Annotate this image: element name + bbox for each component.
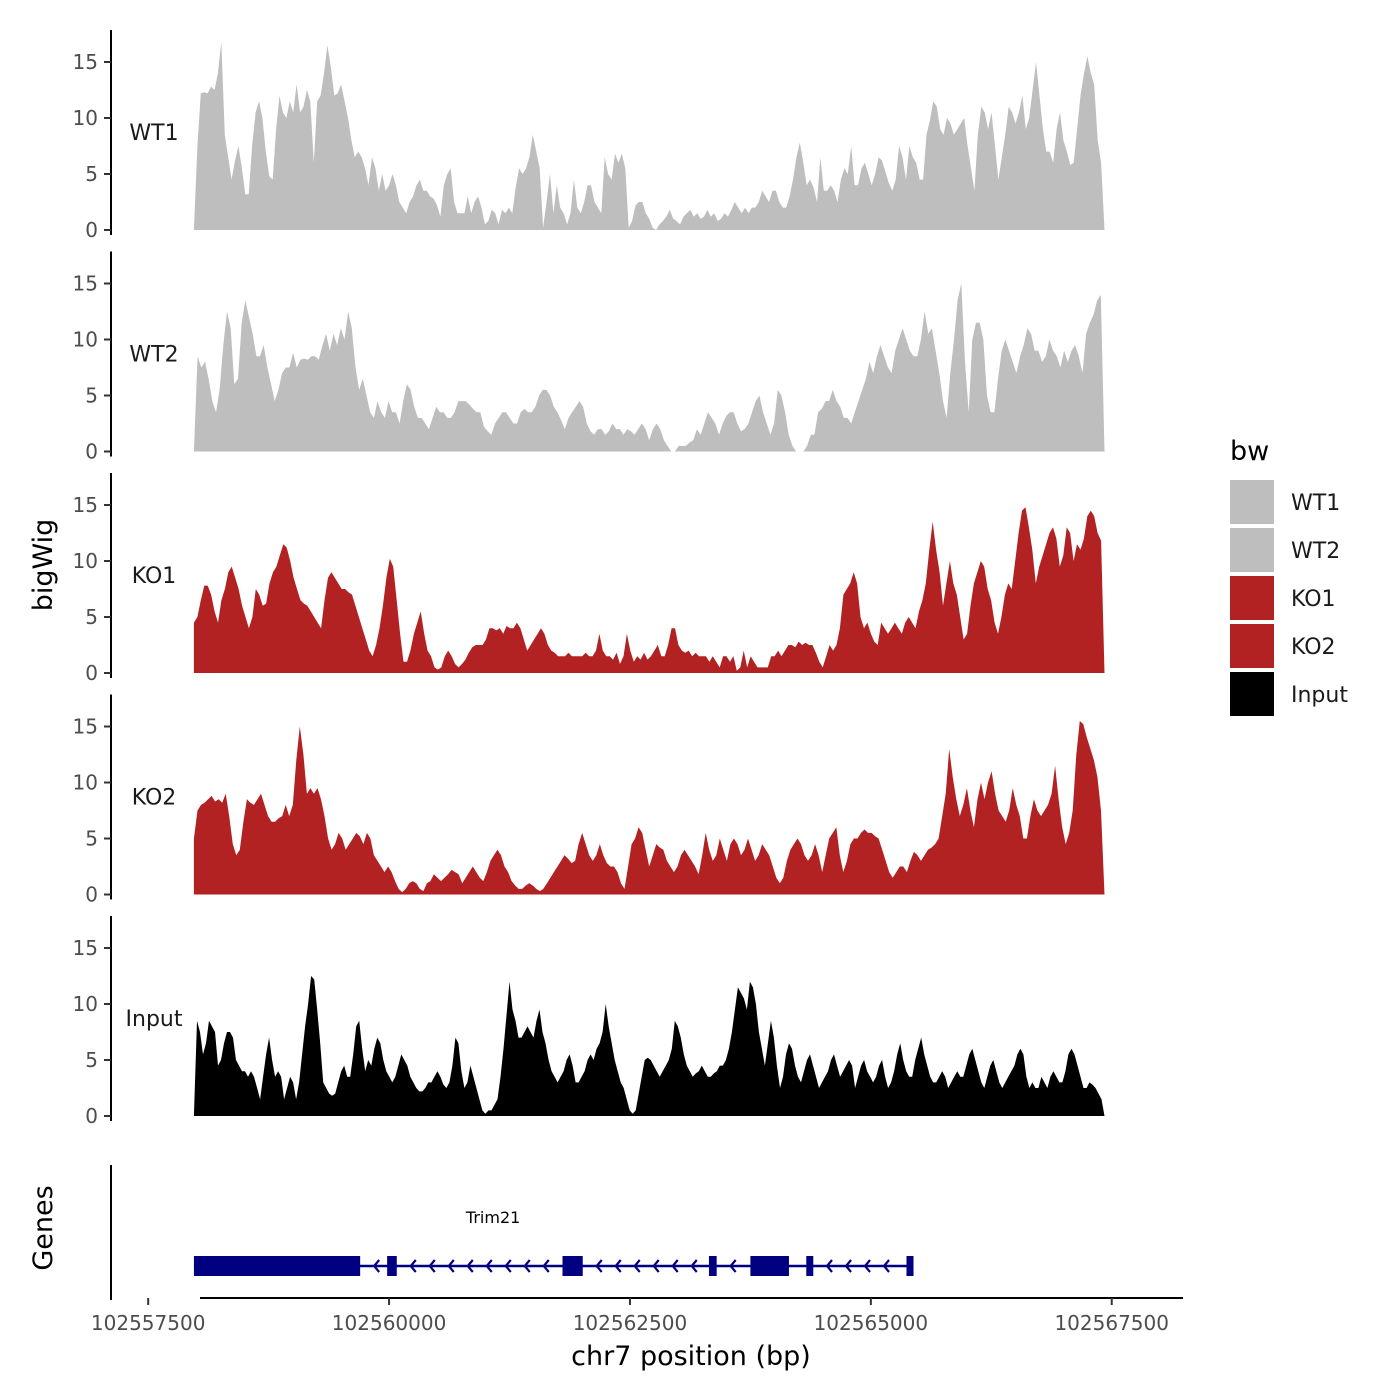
strand-arrow	[595, 1259, 603, 1273]
strand-arrow	[729, 1259, 737, 1273]
legend-key-ko2	[1230, 624, 1274, 668]
x-tick-label: 102560000	[332, 1311, 447, 1335]
gene-name-label: Trim21	[465, 1208, 520, 1227]
y-tick-label: 10	[73, 771, 98, 795]
legend-label-ko2: KO2	[1291, 635, 1336, 660]
coverage-area-ko2	[193, 720, 1105, 895]
strand-arrow	[844, 1259, 852, 1273]
gene-models: Trim21	[193, 1208, 914, 1276]
strand-arrow	[542, 1259, 550, 1273]
legend: bw WT1 WT2 KO1 KO2 Input	[1230, 436, 1348, 716]
strand-arrow	[614, 1259, 622, 1273]
coverage-area-wt1	[193, 41, 1105, 230]
y-tick-label: 0	[85, 440, 98, 464]
gene-exon	[750, 1256, 789, 1276]
y-tick-label: 5	[85, 1048, 98, 1072]
legend-key-wt1	[1230, 480, 1274, 524]
y-tick-label: 15	[73, 715, 98, 739]
strand-arrow	[447, 1259, 455, 1273]
x-tick-label: 102565000	[814, 1311, 929, 1335]
legend-title: bw	[1230, 436, 1269, 467]
x-axis: 102557500 102560000 102562500 102565000 1025…	[91, 1297, 1183, 1335]
gene-exon	[562, 1256, 583, 1276]
y-tick-label: 10	[73, 106, 98, 130]
coverage-area-input	[193, 976, 1105, 1116]
gene-exon	[708, 1256, 717, 1276]
y-tick-label: 15	[73, 272, 98, 296]
track-label-ko2: KO2	[132, 786, 177, 811]
y-axis-title: bigWig	[28, 519, 59, 612]
legend-label-input: Input	[1291, 683, 1348, 708]
track-input: 0 5 10 15 Input	[73, 916, 1105, 1128]
y-tick-label: 0	[85, 218, 98, 242]
x-axis-title: chr7 position (bp)	[571, 1341, 811, 1372]
legend-label-wt2: WT2	[1291, 539, 1340, 564]
gene-exon	[806, 1256, 814, 1276]
y-tick-label: 10	[73, 549, 98, 573]
legend-key-wt2	[1230, 528, 1274, 572]
strand-arrow	[372, 1259, 381, 1273]
strand-arrow	[466, 1259, 474, 1273]
strand-arrow	[690, 1259, 698, 1273]
strand-arrow	[409, 1259, 417, 1273]
y-tick-label: 0	[85, 883, 98, 907]
y-tick-label: 10	[73, 992, 98, 1016]
track-ko1: 0 5 10 15 KO1	[73, 473, 1105, 685]
strand-arrow	[863, 1259, 871, 1273]
coverage-tracks: 0 5 10 15 WT1 0 5 10 15 WT2 0 5 10 15 KO1 0 5 10 15 KO2 0 5 10…	[73, 30, 1105, 1128]
track-label-ko1: KO1	[132, 564, 177, 589]
y-tick-label: 5	[85, 605, 98, 629]
strand-arrow	[652, 1259, 660, 1273]
track-ko2: 0 5 10 15 KO2	[73, 694, 1105, 907]
strand-arrow	[882, 1259, 890, 1273]
x-tick-label: 102562500	[573, 1311, 688, 1335]
track-wt1: 0 5 10 15 WT1	[73, 30, 1105, 242]
track-label-wt2: WT2	[129, 343, 178, 368]
strand-arrow	[825, 1259, 833, 1273]
track-label-wt1: WT1	[129, 121, 178, 146]
y-tick-label: 0	[85, 661, 98, 685]
track-wt2: 0 5 10 15 WT2	[73, 251, 1105, 464]
y-tick-label: 5	[85, 162, 98, 186]
y-tick-label: 5	[85, 384, 98, 408]
x-tick-label: 102567500	[1054, 1311, 1169, 1335]
genes-panel: Genes Trim21	[28, 1165, 914, 1300]
coverage-area-wt2	[193, 283, 1105, 452]
gene-exon	[906, 1256, 914, 1276]
legend-label-wt1: WT1	[1291, 491, 1340, 516]
y-tick-label: 15	[73, 936, 98, 960]
y-tick-label: 0	[85, 1104, 98, 1128]
legend-key-ko1	[1230, 576, 1274, 620]
y-tick-label: 15	[73, 493, 98, 517]
legend-key-input	[1230, 672, 1274, 716]
gene-exon	[387, 1256, 397, 1276]
strand-arrow	[485, 1259, 493, 1273]
gene-trim21: Trim21	[193, 1208, 914, 1276]
y-tick-label: 5	[85, 827, 98, 851]
strand-arrow	[523, 1259, 531, 1273]
strand-arrow	[428, 1259, 436, 1273]
x-tick-label: 102557500	[91, 1311, 206, 1335]
strand-arrow	[633, 1259, 641, 1273]
coverage-area-ko1	[193, 507, 1105, 673]
legend-label-ko1: KO1	[1291, 587, 1336, 612]
y-tick-label: 15	[73, 50, 98, 74]
strand-arrow	[671, 1259, 679, 1273]
gene-exon	[193, 1256, 361, 1276]
track-label-input: Input	[126, 1007, 183, 1032]
genes-axis-title: Genes	[28, 1185, 59, 1270]
strand-arrow	[504, 1259, 512, 1273]
y-tick-label: 10	[73, 328, 98, 352]
